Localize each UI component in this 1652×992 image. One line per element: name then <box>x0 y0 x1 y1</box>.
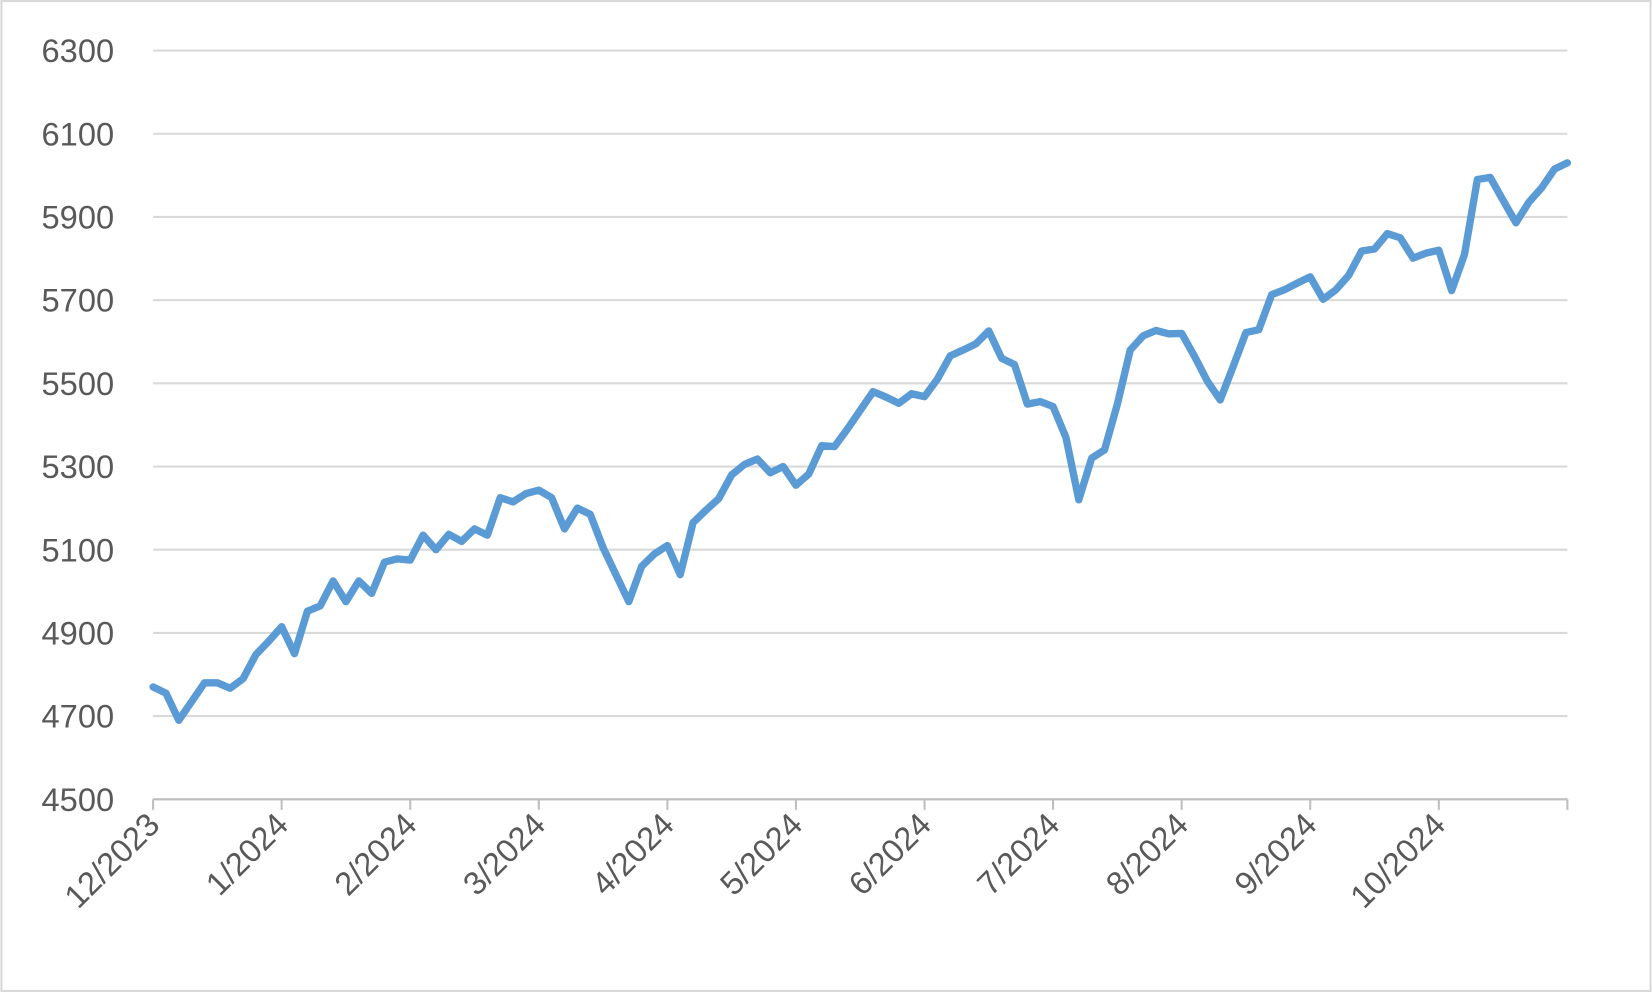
y-tick-label: 5900 <box>42 199 115 236</box>
y-tick-label: 5500 <box>42 365 115 402</box>
y-tick-label: 5300 <box>42 448 115 485</box>
y-tick-label: 4900 <box>42 614 115 651</box>
y-tick-label: 4500 <box>42 781 115 818</box>
y-tick-label: 5100 <box>42 531 115 568</box>
data-line <box>149 159 1572 724</box>
y-tick-label: 5700 <box>42 282 115 319</box>
y-tick-label: 4700 <box>42 698 115 735</box>
y-tick-label: 6100 <box>42 115 115 152</box>
y-tick-label: 6300 <box>42 32 115 69</box>
